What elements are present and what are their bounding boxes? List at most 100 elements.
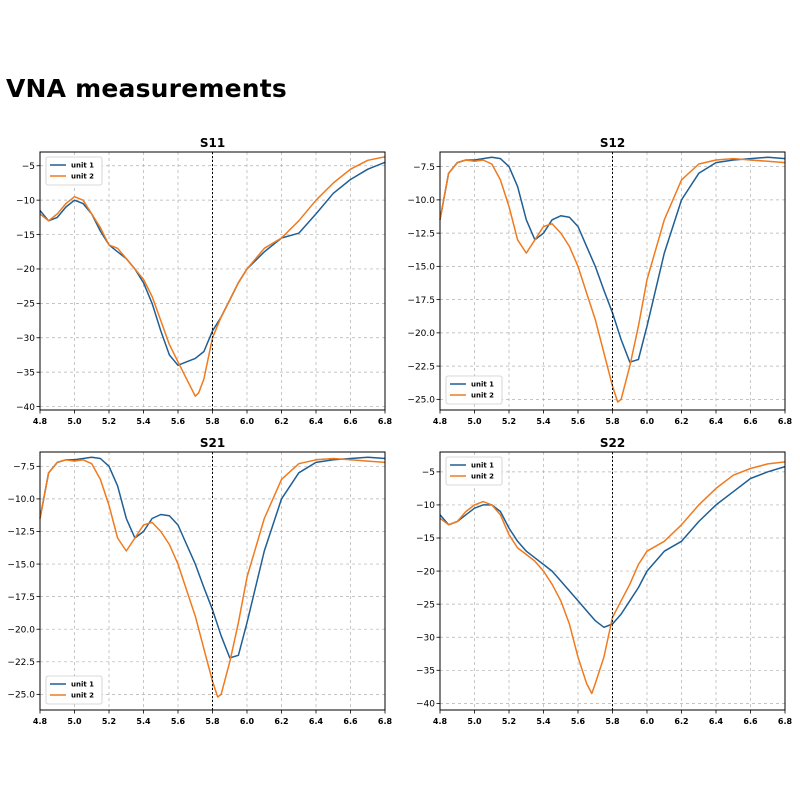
y-tick-label: −15.0: [407, 263, 435, 273]
y-tick-label: −5: [422, 468, 435, 478]
series-line-unit-2: [439, 157, 786, 403]
x-tick-label: 6.6: [343, 417, 358, 426]
x-tick-label: 6.0: [240, 417, 255, 426]
legend-label: unit 1: [71, 681, 94, 689]
y-tick-label: −7.5: [413, 163, 435, 173]
y-tick-label: −25.0: [7, 691, 35, 701]
x-tick-label: 6.4: [309, 417, 324, 426]
x-tick-label: 6.8: [378, 717, 393, 726]
x-tick-label: 5.2: [102, 717, 116, 726]
x-tick-label: 6.8: [378, 417, 393, 426]
series-line-unit-2: [39, 457, 386, 698]
subplot-title: S21: [200, 436, 225, 450]
subplot-s22: 4.8 5.0 5.2 5.4 5.6 5.8 6.0 6.2 6.4 6.6 6.8 −5 −10 −1…: [416, 436, 793, 726]
x-tick-label: 6.2: [274, 417, 288, 426]
y-tick-label: −25.0: [407, 396, 435, 406]
x-tick-label: 5.0: [67, 417, 82, 426]
y-tick-label: −40: [16, 403, 35, 413]
plot-frame: [39, 451, 386, 711]
legend: unit 1 unit 2: [45, 156, 103, 186]
y-tick-label: −35: [416, 667, 435, 677]
subplot-title: S22: [600, 436, 625, 450]
legend-label: unit 2: [471, 392, 494, 400]
x-tick-label: 6.0: [640, 417, 655, 426]
x-tick-label: 5.4: [536, 717, 551, 726]
x-tick-label: 5.6: [571, 417, 586, 426]
x-tick-label: 4.8: [33, 417, 48, 426]
y-tick-label: −30: [16, 334, 35, 344]
y-tick-label: −5: [22, 162, 35, 172]
page-title: VNA measurements: [6, 74, 287, 103]
x-tick-label: 6.2: [674, 417, 688, 426]
y-tick-label: −15.0: [7, 560, 35, 570]
y-tick-label: −15: [16, 231, 35, 241]
series-line-unit-2: [439, 461, 786, 695]
y-tick-label: −22.5: [407, 362, 435, 372]
x-tick-label: 5.8: [205, 417, 220, 426]
y-tick-label: −20.0: [7, 625, 35, 635]
legend-label: unit 1: [471, 381, 494, 389]
y-tick-label: −25: [16, 300, 35, 310]
x-tick-label: 5.6: [171, 417, 186, 426]
y-tick-label: −7.5: [13, 463, 35, 473]
y-tick-label: −10: [416, 501, 435, 511]
y-tick-label: −25: [416, 600, 435, 610]
x-tick-label: 5.8: [205, 717, 220, 726]
legend-label: unit 1: [71, 162, 94, 170]
legend-label: unit 1: [471, 462, 494, 470]
x-tick-label: 5.0: [67, 717, 82, 726]
y-tick-label: −22.5: [7, 658, 35, 668]
legend-label: unit 2: [71, 692, 94, 700]
series-line-unit-1: [39, 456, 386, 659]
plot-frame: [439, 151, 786, 411]
subplot-title: S11: [200, 136, 225, 150]
series-line-unit-1: [439, 156, 786, 363]
subplot-title: S12: [600, 136, 625, 150]
x-tick-label: 6.0: [240, 717, 255, 726]
legend: unit 1 unit 2: [445, 375, 503, 405]
x-tick-label: 6.4: [309, 717, 324, 726]
x-tick-label: 6.6: [343, 717, 358, 726]
x-tick-label: 6.4: [709, 717, 724, 726]
x-tick-label: 6.8: [778, 417, 793, 426]
y-tick-label: −40: [416, 700, 435, 710]
x-tick-label: 5.0: [467, 417, 482, 426]
x-tick-label: 6.6: [743, 417, 758, 426]
y-tick-label: −12.5: [407, 229, 435, 239]
legend-box: [445, 375, 503, 405]
x-tick-label: 5.6: [171, 717, 186, 726]
series-line-unit-2: [39, 156, 386, 397]
y-tick-label: −10.0: [407, 196, 435, 206]
legend-label: unit 2: [471, 473, 494, 481]
x-tick-label: 5.8: [605, 717, 620, 726]
series-line-unit-1: [439, 465, 786, 629]
x-tick-label: 5.2: [102, 417, 116, 426]
x-tick-label: 6.6: [743, 717, 758, 726]
x-tick-label: 6.2: [274, 717, 288, 726]
x-tick-label: 6.4: [709, 417, 724, 426]
x-tick-label: 5.2: [502, 717, 516, 726]
x-tick-label: 5.2: [502, 417, 516, 426]
plot-frame: [439, 451, 786, 711]
legend-box: [445, 456, 503, 486]
x-tick-label: 5.8: [605, 417, 620, 426]
y-tick-label: −10.0: [7, 495, 35, 505]
y-tick-label: −20.0: [407, 329, 435, 339]
y-tick-label: −17.5: [7, 593, 35, 603]
subplot-s21: 4.8 5.0 5.2 5.4 5.6 5.8 6.0 6.2 6.4 6.6 6.8 −7.5 −10…: [7, 436, 392, 726]
x-tick-label: 6.0: [640, 717, 655, 726]
x-tick-label: 5.0: [467, 717, 482, 726]
series-line-unit-1: [39, 161, 386, 367]
legend: unit 1 unit 2: [45, 675, 103, 705]
x-tick-label: 5.4: [136, 717, 151, 726]
x-tick-label: 5.4: [536, 417, 551, 426]
x-tick-label: 4.8: [33, 717, 48, 726]
legend: unit 1 unit 2: [445, 456, 503, 486]
plot-frame: [39, 151, 386, 411]
x-tick-label: 5.6: [571, 717, 586, 726]
legend-label: unit 2: [71, 173, 94, 181]
subplot-s11: 4.8 5.0 5.2 5.4 5.6 5.8 6.0 6.2 6.4 6.6 6.8 −5 −10 −1…: [16, 136, 393, 426]
x-tick-label: 6.8: [778, 717, 793, 726]
x-tick-label: 4.8: [433, 717, 448, 726]
